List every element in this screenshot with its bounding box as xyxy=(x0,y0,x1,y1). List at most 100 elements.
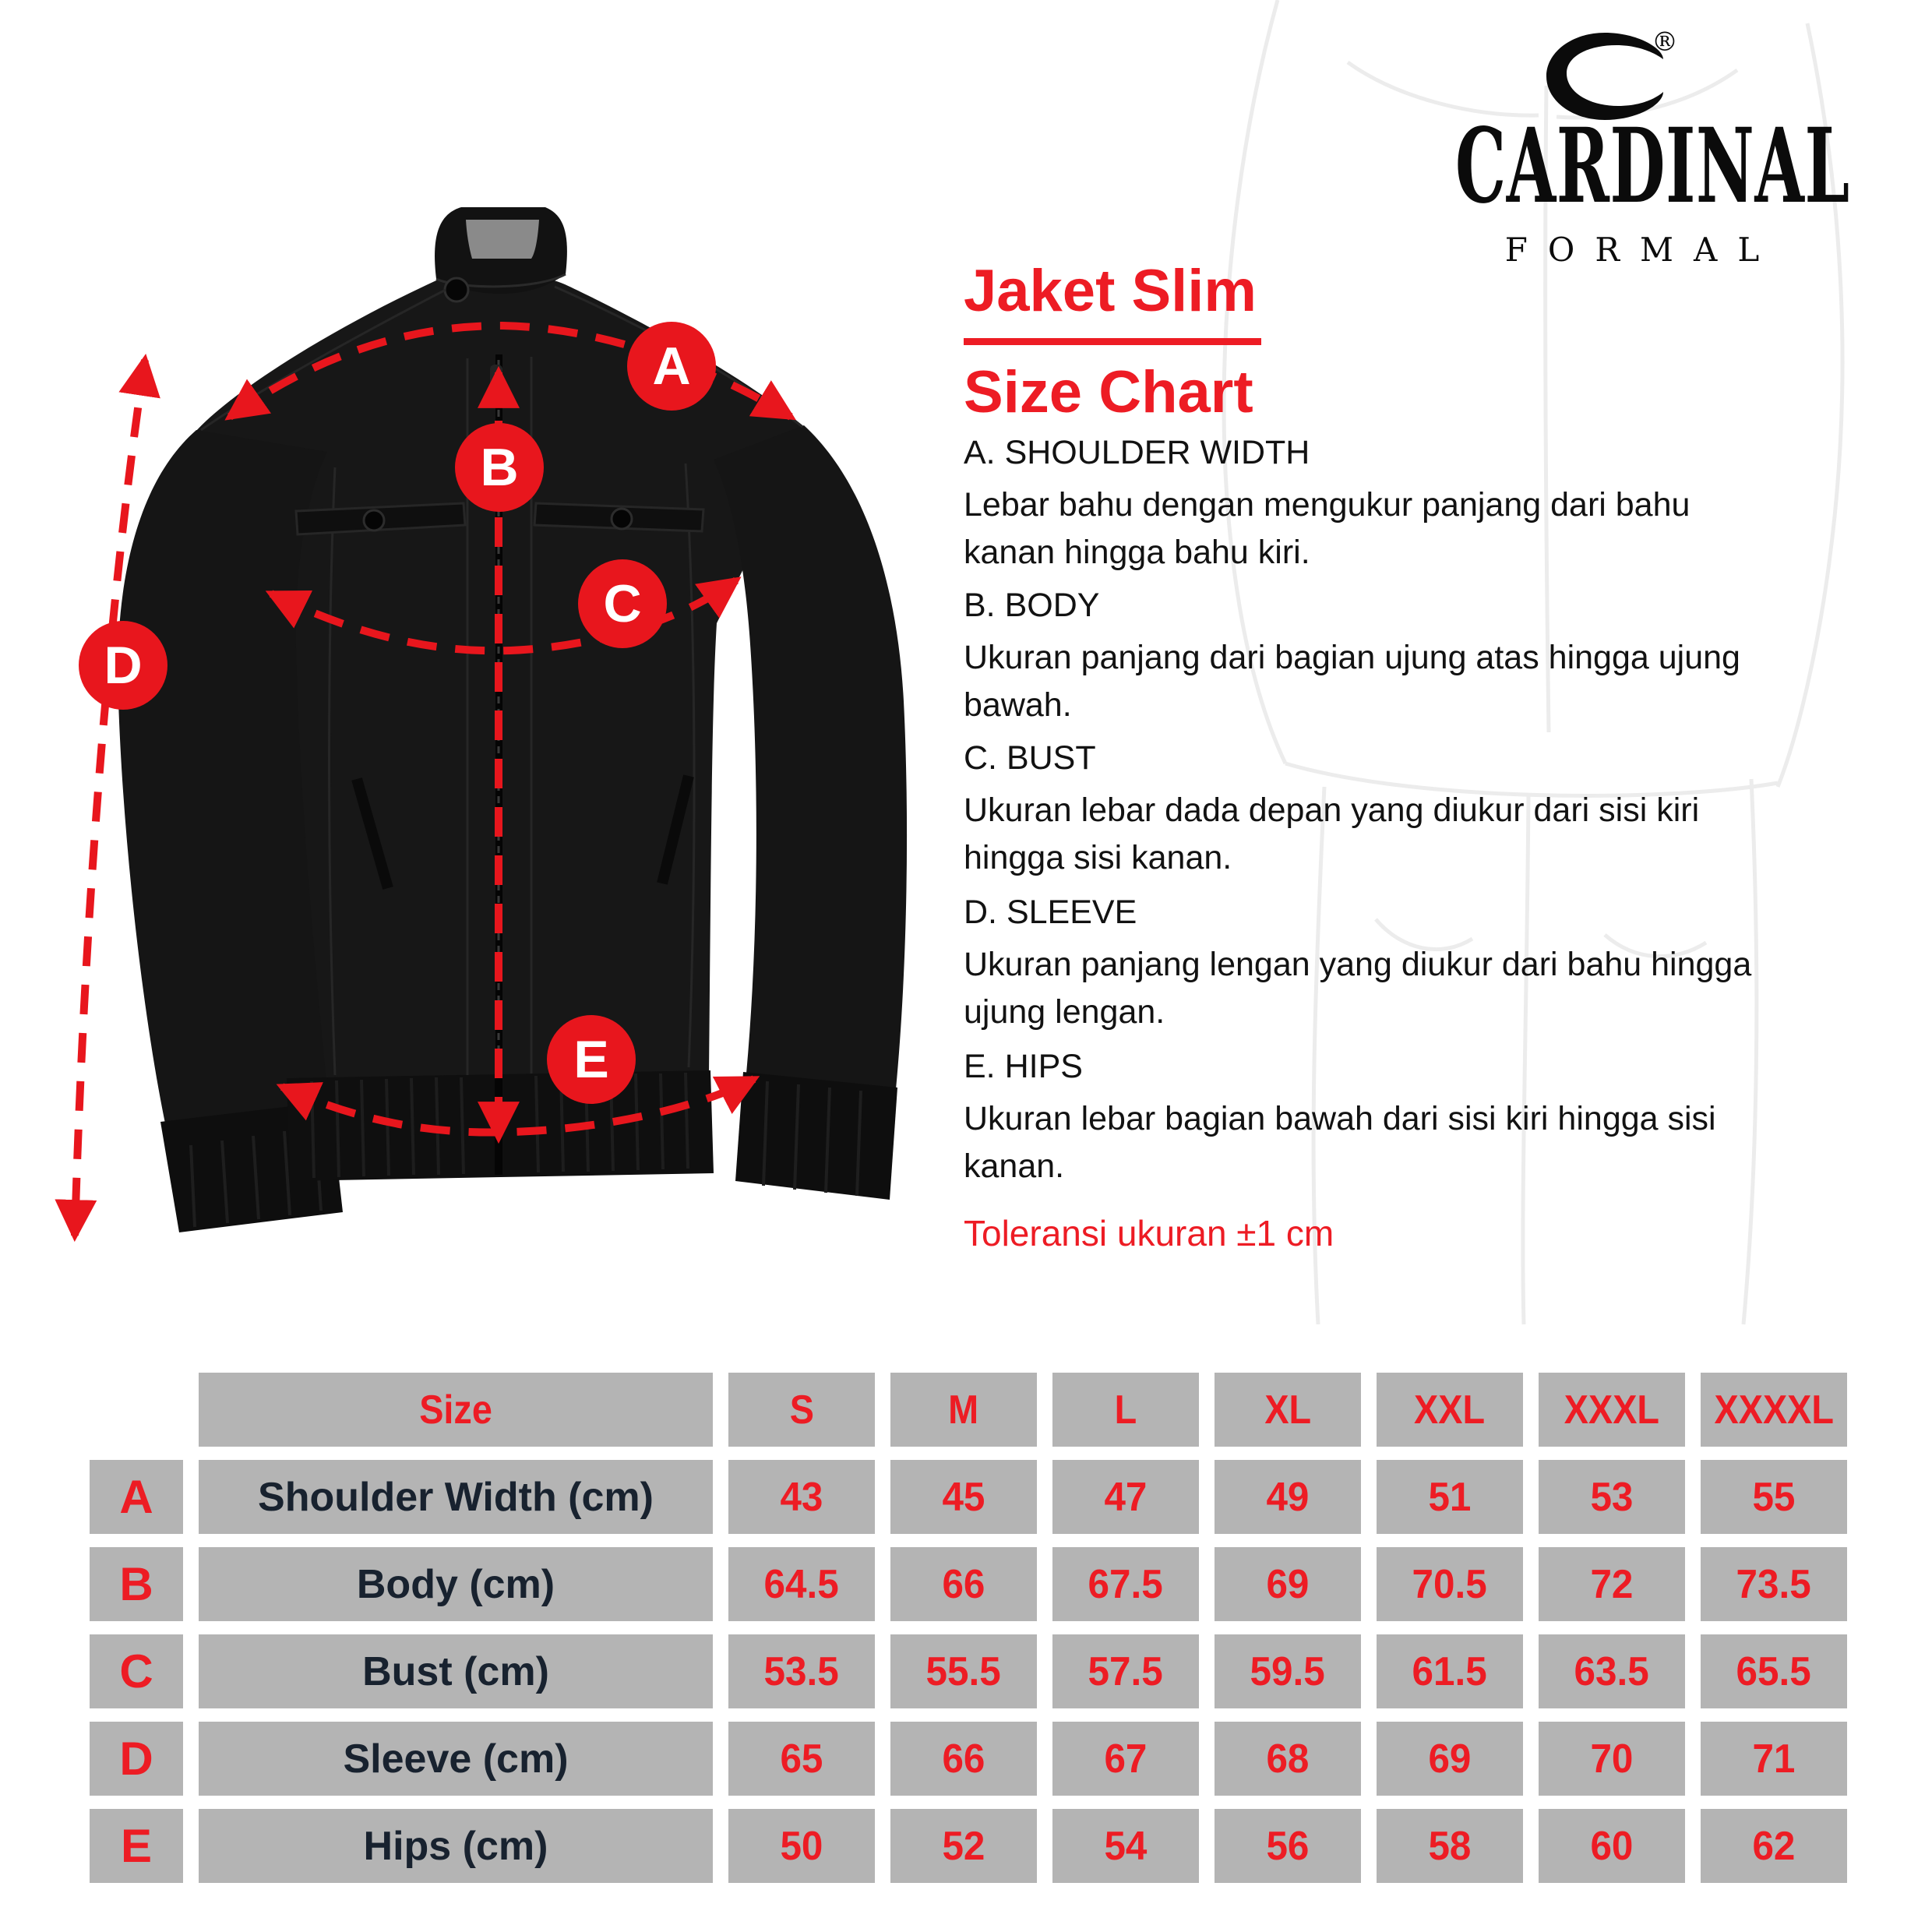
value: 62 xyxy=(1752,1823,1796,1869)
table-value: 72 xyxy=(1539,1547,1685,1621)
value: 60 xyxy=(1590,1823,1634,1869)
section-body: Lebar bahu dengan mengukur panjang dari … xyxy=(964,485,1690,571)
page-subtitle: Size Chart xyxy=(964,359,1253,425)
header-label: M xyxy=(948,1387,979,1433)
table-value: 69 xyxy=(1215,1547,1361,1621)
header-label: XXL xyxy=(1414,1387,1486,1433)
section-sleeve: D. SLEEVE Ukuran panjang lengan yang diu… xyxy=(964,893,1766,1036)
row-letter: C xyxy=(119,1645,153,1698)
table-value: 55.5 xyxy=(890,1634,1037,1708)
table-value: 66 xyxy=(890,1722,1037,1796)
row-label: Bust (cm) xyxy=(362,1648,549,1694)
row-label: Sleeve (cm) xyxy=(343,1736,569,1782)
section-heading: C. BUST xyxy=(964,739,1096,777)
row-label: Shoulder Width (cm) xyxy=(258,1474,654,1520)
value: 61.5 xyxy=(1412,1648,1488,1694)
table-row-letter: A xyxy=(90,1460,183,1534)
section-heading: A. SHOULDER WIDTH xyxy=(964,434,1310,471)
value: 68 xyxy=(1266,1736,1310,1782)
table-row-label: Sleeve (cm) xyxy=(199,1722,713,1796)
table-value: 54 xyxy=(1052,1809,1199,1883)
jacket-illustration xyxy=(118,207,908,1232)
table-value: 53.5 xyxy=(728,1634,875,1708)
table-value: 67 xyxy=(1052,1722,1199,1796)
value: 65 xyxy=(780,1736,823,1782)
value: 63.5 xyxy=(1574,1648,1650,1694)
brand-name: CARDINAL xyxy=(1455,106,1850,227)
value: 47 xyxy=(1104,1474,1148,1520)
table-value: 61.5 xyxy=(1377,1634,1523,1708)
value: 55 xyxy=(1752,1474,1796,1520)
table-value: 58 xyxy=(1377,1809,1523,1883)
row-label: Body (cm) xyxy=(356,1561,555,1607)
header-label: XL xyxy=(1264,1387,1311,1433)
row-label: Hips (cm) xyxy=(363,1823,548,1869)
chest-pockets xyxy=(294,502,705,536)
title-underline xyxy=(964,338,1261,345)
table-value: 73.5 xyxy=(1701,1547,1847,1621)
section-body-length: B. BODY Ukuran panjang dari bagian ujung… xyxy=(964,586,1766,729)
value: 73.5 xyxy=(1736,1561,1812,1607)
table-value: 47 xyxy=(1052,1460,1199,1534)
table-value: 56 xyxy=(1215,1809,1361,1883)
cardinal-c-logo-icon xyxy=(1546,33,1663,120)
value: 49 xyxy=(1266,1474,1310,1520)
value: 53 xyxy=(1590,1474,1634,1520)
value: 69 xyxy=(1428,1736,1472,1782)
table-value: 60 xyxy=(1539,1809,1685,1883)
header-label: XXXXL xyxy=(1714,1387,1834,1433)
value: 43 xyxy=(780,1474,823,1520)
value: 59.5 xyxy=(1250,1648,1326,1694)
brand-tagline: FORMAL xyxy=(1504,231,1780,269)
table-value: 66 xyxy=(890,1547,1037,1621)
table-value: 59.5 xyxy=(1215,1634,1361,1708)
table-header-col-m: M xyxy=(890,1373,1037,1447)
header-label: XXXL xyxy=(1564,1387,1660,1433)
collar-mesh-lining xyxy=(466,220,539,259)
table-value: 71 xyxy=(1701,1722,1847,1796)
value: 50 xyxy=(780,1823,823,1869)
badge-c: C xyxy=(578,559,667,648)
table-value: 49 xyxy=(1215,1460,1361,1534)
table-value: 45 xyxy=(890,1460,1037,1534)
value: 57.5 xyxy=(1088,1648,1164,1694)
table-value: 68 xyxy=(1215,1722,1361,1796)
table-row-letter: D xyxy=(90,1722,183,1796)
table-value: 52 xyxy=(890,1809,1037,1883)
table-header-size: Size xyxy=(199,1373,713,1447)
section-shoulder-width: A. SHOULDER WIDTH Lebar bahu dengan meng… xyxy=(964,433,1766,576)
registered-trademark-icon: ® xyxy=(1652,26,1678,58)
badge-a: A xyxy=(627,322,716,411)
section-bust: C. BUST Ukuran lebar dada depan yang diu… xyxy=(964,739,1766,882)
table-header-col-l: L xyxy=(1052,1373,1199,1447)
value: 53.5 xyxy=(763,1648,840,1694)
section-hips: E. HIPS Ukuran lebar bagian bawah dari s… xyxy=(964,1047,1766,1190)
table-row-letter: C xyxy=(90,1634,183,1708)
value: 54 xyxy=(1104,1823,1148,1869)
value: 56 xyxy=(1266,1823,1310,1869)
table-value: 50 xyxy=(728,1809,875,1883)
section-heading: B. BODY xyxy=(964,587,1100,624)
table-header-col-xxl: XXL xyxy=(1377,1373,1523,1447)
arrow-e-hips xyxy=(276,1075,760,1137)
table-value: 69 xyxy=(1377,1722,1523,1796)
page-title: Jaket Slim xyxy=(964,258,1257,324)
value: 51 xyxy=(1428,1474,1472,1520)
section-body: Ukuran lebar dada depan yang diukur dari… xyxy=(964,791,1700,876)
table-header-col-xxxl: XXXL xyxy=(1539,1373,1685,1447)
collar-button xyxy=(443,277,470,303)
header-label: L xyxy=(1114,1387,1137,1433)
header-label: Size xyxy=(419,1387,492,1433)
table-value: 65.5 xyxy=(1701,1634,1847,1708)
value: 70 xyxy=(1590,1736,1634,1782)
table-value: 64.5 xyxy=(728,1547,875,1621)
section-body: Ukuran lebar bagian bawah dari sisi kiri… xyxy=(964,1099,1716,1185)
value: 65.5 xyxy=(1736,1648,1812,1694)
row-letter: B xyxy=(119,1558,153,1610)
badge-d: D xyxy=(79,621,167,710)
table-row-letter: B xyxy=(90,1547,183,1621)
table-header-col-s: S xyxy=(728,1373,875,1447)
table-value: 70 xyxy=(1539,1722,1685,1796)
value: 55.5 xyxy=(925,1648,1002,1694)
